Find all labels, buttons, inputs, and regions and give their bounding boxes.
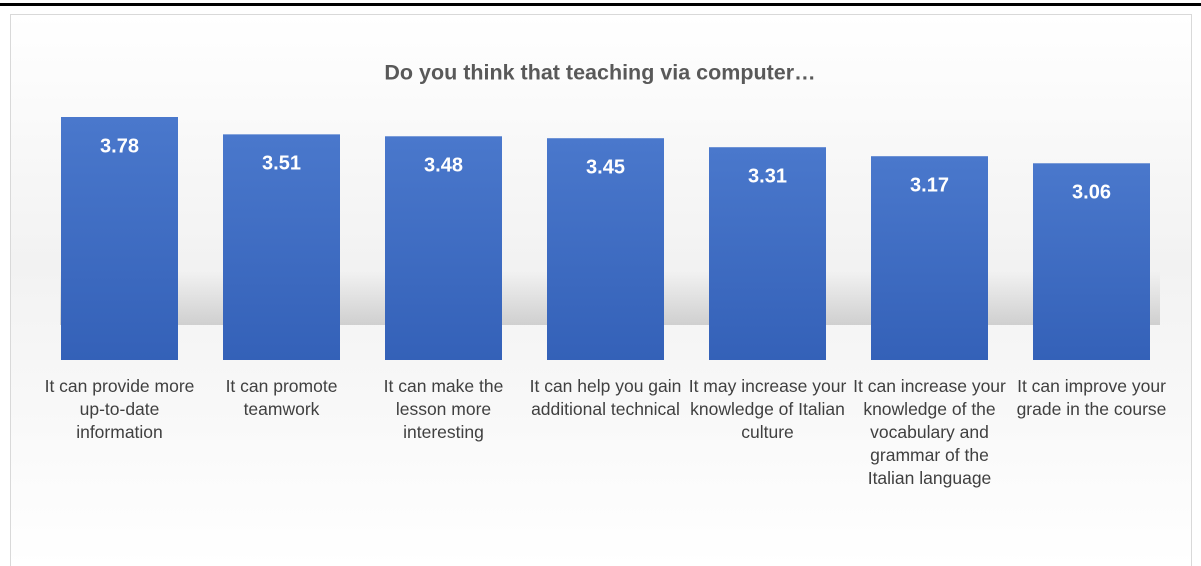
x-tick-label: It may increase your knowledge of Italia… bbox=[688, 376, 847, 442]
value-label: 3.06 bbox=[1072, 182, 1111, 204]
x-tick-label: It can promote teamwork bbox=[225, 376, 338, 419]
value-label: 3.51 bbox=[262, 153, 301, 175]
bar bbox=[61, 117, 178, 360]
bar bbox=[223, 134, 340, 360]
value-label: 3.78 bbox=[100, 135, 139, 157]
x-tick-label: It can increase your knowledge of the vo… bbox=[853, 376, 1006, 488]
top-rule bbox=[0, 3, 1201, 6]
bar bbox=[871, 156, 988, 360]
value-label: 3.17 bbox=[910, 174, 949, 196]
x-tick-label: It can make the lesson more interesting bbox=[383, 376, 504, 442]
x-tick-label: It can help you gain additional technica… bbox=[529, 376, 682, 419]
value-label: 3.31 bbox=[748, 165, 787, 187]
bar bbox=[547, 138, 664, 360]
chart-title: Do you think that teaching via computer… bbox=[384, 61, 815, 85]
x-tick-label: It can improve your grade in the course bbox=[1016, 376, 1167, 419]
x-tick-label: It can provide more up-to-date informati… bbox=[44, 376, 195, 442]
value-label: 3.45 bbox=[586, 156, 625, 178]
value-label: 3.48 bbox=[424, 155, 463, 177]
bar bbox=[1033, 163, 1150, 360]
bar bbox=[709, 147, 826, 360]
bar bbox=[385, 136, 502, 360]
